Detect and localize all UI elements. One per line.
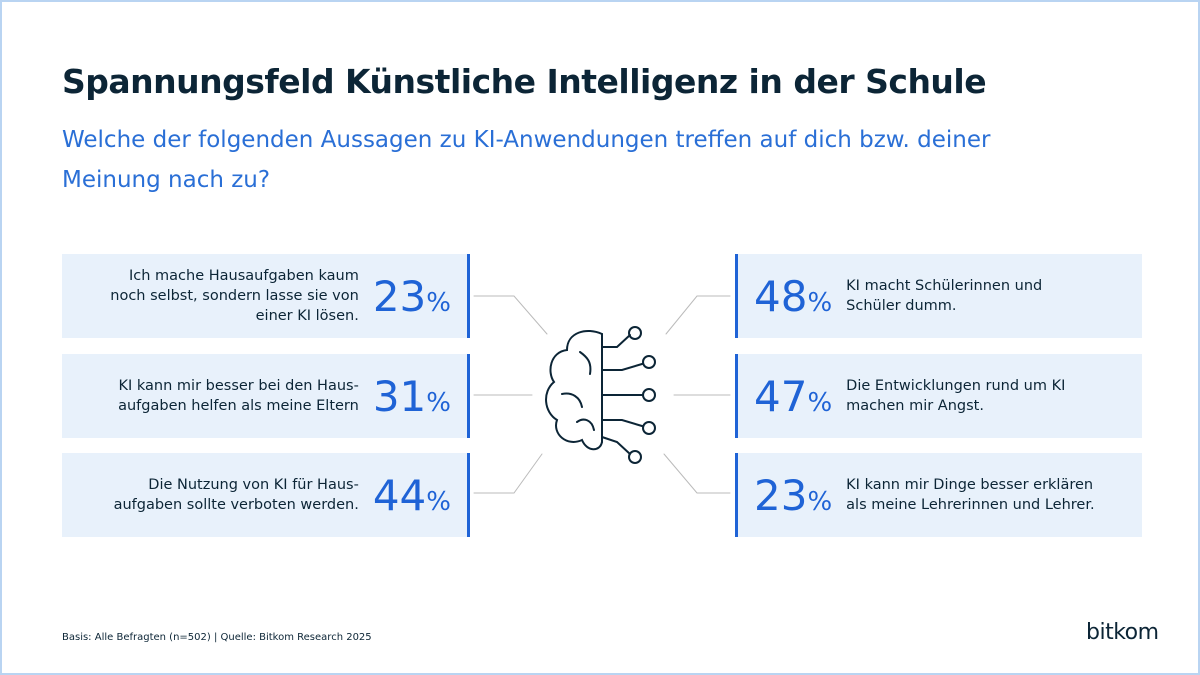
percentage: 44% <box>373 471 451 520</box>
statement-card: 47% Die Entwicklungen rund um KI machen m… <box>735 354 1142 438</box>
statement-text: Die Entwicklungen rund um KI machen mir … <box>846 378 1066 414</box>
statement-card: 48% KI macht Schülerinnen und Schüler dum… <box>735 254 1142 338</box>
percentage: 31% <box>373 372 451 421</box>
title: Spannungsfeld Künstliche Intelligenz in … <box>62 62 987 101</box>
percentage-value: 31 <box>372 371 427 421</box>
percentage-unit: % <box>426 387 451 418</box>
percentage-value: 44 <box>372 470 427 520</box>
percentage-unit: % <box>426 486 451 517</box>
percentage-unit: % <box>426 287 451 318</box>
statement-card: 23% KI kann mir Dinge besser erklären als… <box>735 453 1142 537</box>
percentage-value: 47 <box>754 371 808 421</box>
percentage: 23% <box>754 471 832 520</box>
percentage-unit: % <box>807 287 833 318</box>
statement-text: Die Nutzung von KI für Haus­aufgaben sol… <box>113 477 359 513</box>
percentage-value: 23 <box>754 470 808 520</box>
source-note: Basis: Alle Befragten (n=502) | Quelle: … <box>62 632 372 643</box>
statement-text: Ich mache Hausaufgaben kaum noch selbst,… <box>110 268 359 324</box>
percentage-unit: % <box>807 486 833 517</box>
percentage: 23% <box>373 272 451 321</box>
statement-card: Die Nutzung von KI für Haus­aufgaben sol… <box>62 453 470 537</box>
percentage-value: 48 <box>754 271 808 321</box>
percentage-value: 23 <box>372 271 427 321</box>
statement-text: KI kann mir Dinge besser erklären als me… <box>846 477 1095 513</box>
logo: bitkom <box>1086 620 1159 645</box>
statement-card: Ich mache Hausaufgaben kaum noch selbst,… <box>62 254 470 338</box>
percentage: 47% <box>754 372 832 421</box>
percentage-unit: % <box>807 387 833 418</box>
statement-card: KI kann mir besser bei den Haus­aufgaben… <box>62 354 470 438</box>
percentage: 48% <box>754 272 832 321</box>
statement-text: KI macht Schülerinnen und Schüler dumm. <box>846 278 1043 314</box>
statement-text: KI kann mir besser bei den Haus­aufgaben… <box>118 378 359 414</box>
subtitle: Welche der folgenden Aussagen zu KI-Anwe… <box>62 127 991 193</box>
